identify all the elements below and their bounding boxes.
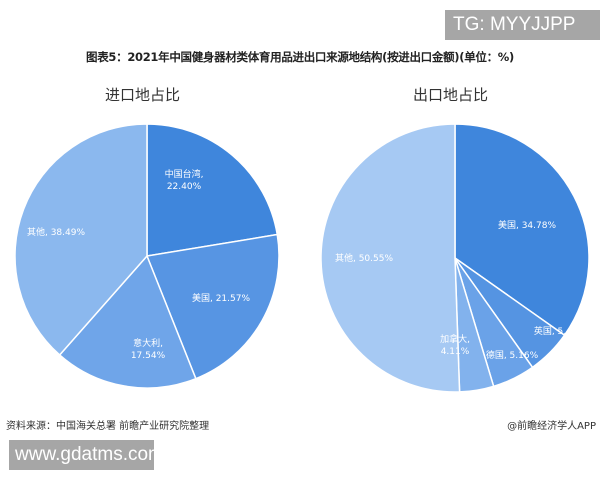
- pie-slice: [454, 123, 590, 337]
- slice-label: 其他, 38.49%: [27, 226, 85, 238]
- export-pie-title: 出口地占比: [413, 86, 489, 104]
- pie-slice: [58, 254, 197, 389]
- import-pie-title: 进口地占比: [105, 86, 181, 104]
- slice-label: 加拿大, 4.11%: [440, 333, 470, 357]
- slice-label: 中国台湾, 22.40%: [165, 168, 204, 192]
- pie-slice: [14, 123, 148, 357]
- slice-label: 美国, 34.78%: [498, 219, 556, 231]
- source-note: 资料来源：中国海关总署 前瞻产业研究院整理: [6, 421, 210, 432]
- pie-slice: [320, 123, 461, 393]
- credit-note: @前瞻经济学人APP: [507, 421, 596, 432]
- pie-slice: [146, 123, 279, 257]
- import-pie: 中国台湾, 22.40% 美国, 21.57% 意大利, 17.54% 其他, 38.49…: [14, 123, 280, 389]
- watermark-tg-badge: TG: MYYJJPP: [445, 10, 600, 40]
- watermark-url-badge: www.gdatms.com: [9, 440, 164, 470]
- slice-label: 英国, 5.41%: [534, 325, 587, 337]
- slice-label: 美国, 21.57%: [192, 292, 250, 304]
- pie-slice: [145, 233, 280, 380]
- export-pie: 美国, 34.78% 英国, 5.41% 德国, 5.16% 加拿大, 4.11% 其他,…: [320, 123, 590, 393]
- slice-label: 德国, 5.16%: [486, 349, 539, 361]
- chart-title: 图表5：2021年中国健身器材类体育用品进出口来源地结构(按进出口金额)(单位：…: [86, 50, 514, 64]
- slice-label: 意大利, 17.54%: [131, 337, 166, 361]
- slice-label: 其他, 50.55%: [335, 252, 393, 264]
